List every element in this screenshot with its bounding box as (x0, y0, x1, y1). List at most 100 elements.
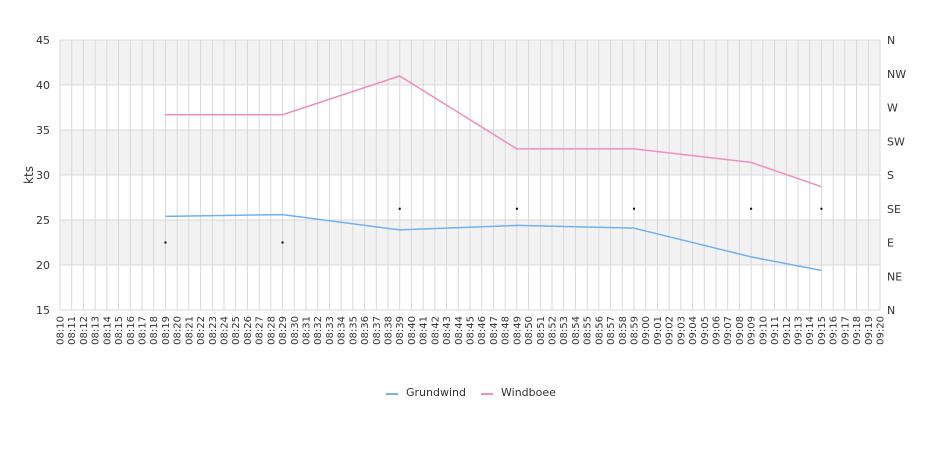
x-tick-label: 08:48 (501, 316, 512, 345)
x-tick-label: 08:13 (91, 316, 102, 345)
legend-label: Grundwind (406, 386, 466, 399)
x-tick-label: 08:40 (407, 316, 418, 345)
direction-tick-label: NW (887, 68, 906, 81)
x-tick-label: 09:00 (641, 316, 652, 345)
x-tick-label: 08:51 (536, 316, 547, 345)
x-tick-label: 08:10 (56, 316, 67, 345)
x-tick-label: 08:20 (173, 316, 184, 345)
x-tick-label: 09:18 (852, 316, 863, 345)
direction-markers (164, 207, 823, 244)
x-tick-label: 08:41 (419, 316, 430, 345)
x-tick-label: 08:12 (79, 316, 90, 345)
series-lines (165, 75, 822, 272)
direction-marker (820, 207, 823, 210)
x-tick-label: 08:18 (149, 316, 160, 345)
x-tick-label: 08:19 (161, 316, 172, 345)
x-tick-label: 08:58 (618, 316, 629, 345)
x-tick-label: 09:19 (864, 316, 875, 345)
x-tick-label: 08:56 (594, 316, 605, 345)
direction-tick-label: N (887, 304, 895, 317)
direction-tick-label: NE (887, 270, 902, 283)
x-tick-label: 08:16 (126, 316, 137, 345)
x-tick-label: 08:26 (243, 316, 254, 345)
x-tick-label: 09:06 (712, 316, 723, 345)
series-line-windboee (165, 75, 822, 188)
direction-marker (750, 207, 753, 210)
y-tick-label: 25 (36, 214, 50, 227)
y-tick-label: 40 (36, 79, 50, 92)
x-tick-label: 08:38 (384, 316, 395, 345)
x-tick-label: 08:22 (196, 316, 207, 345)
x-tick-label: 08:39 (395, 316, 406, 345)
legend[interactable]: Grundwind Windboee (386, 386, 556, 399)
y-tick-label: 30 (36, 169, 50, 182)
x-tick-label: 08:43 (442, 316, 453, 345)
series-line-grundwind (165, 213, 822, 272)
legend-item-grundwind[interactable]: Grundwind (386, 386, 466, 399)
x-tick-label: 08:36 (360, 316, 371, 345)
y-tick-label: 35 (36, 124, 50, 137)
x-tick-label: 08:45 (466, 316, 477, 345)
x-tick-label: 08:31 (302, 316, 313, 345)
x-tick-label: 09:10 (758, 316, 769, 345)
x-tick-label: 08:27 (255, 316, 266, 345)
x-tick-label: 08:14 (102, 316, 113, 345)
x-tick-label: 09:01 (653, 316, 664, 345)
x-tick-label: 08:15 (114, 316, 125, 345)
x-tick-label: 09:02 (665, 316, 676, 345)
x-tick-label: 08:28 (266, 316, 277, 345)
x-tick-label: 08:52 (548, 316, 559, 345)
x-tick-label: 08:35 (348, 316, 359, 345)
horizontal-gridlines (60, 39, 880, 311)
direction-marker (515, 207, 518, 210)
x-tick-label: 09:15 (817, 316, 828, 345)
x-tick-label: 08:53 (559, 316, 570, 345)
x-tick-label: 08:34 (337, 316, 348, 345)
x-tick-label: 08:33 (325, 316, 336, 345)
x-tick-label: 08:30 (290, 316, 301, 345)
legend-item-windboee[interactable]: Windboee (481, 386, 556, 399)
x-tick-label: 09:07 (723, 316, 734, 345)
x-tick-label: 08:57 (606, 316, 617, 345)
x-tick-label: 09:14 (805, 316, 816, 345)
x-tick-label: 08:42 (430, 316, 441, 345)
direction-tick-label: N (887, 34, 895, 47)
x-tick-label: 08:47 (489, 316, 500, 345)
y-tick-label: 15 (36, 304, 50, 317)
direction-tick-label: W (887, 102, 898, 115)
x-tick-label: 08:44 (454, 316, 465, 345)
x-tick-label: 09:03 (676, 316, 687, 345)
x-tick-label: 08:29 (278, 316, 289, 345)
x-tick-label: 09:04 (688, 316, 699, 345)
x-tick-label: 09:20 (876, 316, 887, 345)
legend-label: Windboee (501, 386, 556, 399)
x-tick-label: 08:25 (231, 316, 242, 345)
x-tick-label: 09:08 (735, 316, 746, 345)
direction-marker (398, 207, 401, 210)
x-tick-label: 08:11 (67, 316, 78, 345)
x-tick-label: 09:05 (700, 316, 711, 345)
y-axis-ticks: 15 20 25 30 35 40 45 (36, 34, 50, 317)
x-tick-label: 08:32 (313, 316, 324, 345)
x-tick-label: 08:49 (512, 316, 523, 345)
x-tick-label: 08:59 (630, 316, 641, 345)
x-tick-label: 09:09 (747, 316, 758, 345)
x-tick-label: 08:21 (184, 316, 195, 345)
x-tick-label: 08:23 (208, 316, 219, 345)
x-tick-label: 08:55 (583, 316, 594, 345)
y-tick-label: 20 (36, 259, 50, 272)
x-tick-label: 09:11 (770, 316, 781, 345)
y-tick-label: 45 (36, 34, 50, 47)
y-axis-label: kts (22, 166, 36, 184)
x-tick-label: 08:46 (477, 316, 488, 345)
x-tick-label: 09:13 (794, 316, 805, 345)
x-tick-label: 08:24 (220, 316, 231, 345)
direction-tick-label: SW (887, 135, 905, 148)
direction-marker (633, 207, 635, 210)
direction-tick-label: S (887, 169, 894, 182)
x-tick-label: 08:17 (138, 316, 149, 345)
direction-tick-label: E (887, 237, 894, 250)
x-tick-label: 09:17 (840, 316, 851, 345)
